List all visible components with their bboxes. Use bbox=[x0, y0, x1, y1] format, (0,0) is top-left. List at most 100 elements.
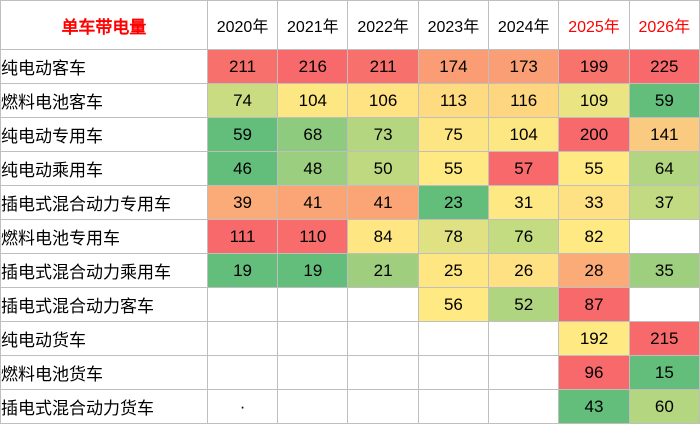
row-label: 纯电动货车 bbox=[0, 321, 208, 356]
value-cell bbox=[628, 219, 700, 254]
value-cell: 74 bbox=[206, 83, 279, 118]
row-label: 纯电动客车 bbox=[0, 49, 208, 84]
value-cell: 192 bbox=[558, 321, 630, 356]
value-cell: 110 bbox=[277, 219, 349, 254]
value-cell: 113 bbox=[417, 83, 490, 118]
corner-label: 单车带电量 bbox=[0, 0, 208, 50]
value-cell: 19 bbox=[206, 253, 279, 288]
value-cell bbox=[417, 321, 490, 356]
value-cell: 55 bbox=[558, 151, 630, 186]
value-cell: 68 bbox=[277, 117, 349, 152]
value-cell bbox=[488, 389, 560, 424]
value-cell bbox=[347, 287, 419, 322]
value-cell: 15 bbox=[628, 355, 700, 390]
value-cell: 111 bbox=[206, 219, 279, 254]
value-cell: 23 bbox=[417, 185, 490, 220]
value-cell: 59 bbox=[628, 83, 700, 118]
value-cell: 200 bbox=[558, 117, 630, 152]
value-cell: 35 bbox=[628, 253, 700, 288]
year-header-forecast: 2026年 bbox=[628, 0, 700, 50]
table-row: 燃料电池货车 96 15 bbox=[0, 355, 700, 390]
value-cell: 57 bbox=[488, 151, 560, 186]
value-cell: 78 bbox=[417, 219, 490, 254]
value-cell: 31 bbox=[488, 185, 560, 220]
value-cell: 173 bbox=[488, 49, 560, 84]
table-body: 纯电动客车 211 216 211 174 173 199 225 燃料电池客车 74 104 106… bbox=[0, 49, 700, 424]
value-cell: 73 bbox=[347, 117, 419, 152]
table-row: 纯电动乘用车 46 48 50 55 57 55 64 bbox=[0, 151, 700, 186]
value-cell: 33 bbox=[558, 185, 630, 220]
value-cell: 46 bbox=[206, 151, 279, 186]
value-cell: 211 bbox=[347, 49, 419, 84]
value-cell: 52 bbox=[488, 287, 560, 322]
value-cell: 64 bbox=[628, 151, 700, 186]
value-cell: 76 bbox=[488, 219, 560, 254]
value-cell bbox=[206, 287, 279, 322]
value-cell: 199 bbox=[558, 49, 630, 84]
value-cell: 60 bbox=[628, 389, 700, 424]
table-row: 插电式混合动力专用车 39 41 41 23 31 33 37 bbox=[0, 185, 700, 220]
row-label: 插电式混合动力乘用车 bbox=[0, 253, 208, 288]
value-cell: 56 bbox=[417, 287, 490, 322]
header-row: 单车带电量 2020年 2021年 2022年 2023年 2024年 2025… bbox=[0, 0, 700, 50]
row-label: 插电式混合动力专用车 bbox=[0, 185, 208, 220]
value-cell bbox=[488, 355, 560, 390]
value-cell: 109 bbox=[558, 83, 630, 118]
value-cell: 19 bbox=[277, 253, 349, 288]
value-cell: 104 bbox=[277, 83, 349, 118]
row-label: 燃料电池客车 bbox=[0, 83, 208, 118]
value-cell: 106 bbox=[347, 83, 419, 118]
year-header: 2020年 bbox=[206, 0, 279, 50]
value-cell: 28 bbox=[558, 253, 630, 288]
value-cell: 25 bbox=[417, 253, 490, 288]
row-label: 插电式混合动力客车 bbox=[0, 287, 208, 322]
value-cell: 50 bbox=[347, 151, 419, 186]
value-cell: 26 bbox=[488, 253, 560, 288]
table-row: 插电式混合动力货车 · 43 60 bbox=[0, 389, 700, 424]
value-cell: 174 bbox=[417, 49, 490, 84]
value-cell: 37 bbox=[628, 185, 700, 220]
row-label: 纯电动专用车 bbox=[0, 117, 208, 152]
year-header: 2023年 bbox=[417, 0, 490, 50]
table-row: 纯电动专用车 59 68 73 75 104 200 141 bbox=[0, 117, 700, 152]
value-cell bbox=[417, 355, 490, 390]
table-row: 插电式混合动力客车 56 52 87 bbox=[0, 287, 700, 322]
table-row: 燃料电池专用车 111 110 84 78 76 82 bbox=[0, 219, 700, 254]
value-cell: 116 bbox=[488, 83, 560, 118]
value-cell: 59 bbox=[206, 117, 279, 152]
value-cell: 75 bbox=[417, 117, 490, 152]
value-cell: 216 bbox=[277, 49, 349, 84]
year-header: 2022年 bbox=[347, 0, 419, 50]
value-cell bbox=[277, 355, 349, 390]
value-cell: 84 bbox=[347, 219, 419, 254]
value-cell: 225 bbox=[628, 49, 700, 84]
value-cell: · bbox=[206, 389, 279, 424]
value-cell: 211 bbox=[206, 49, 279, 84]
value-cell: 104 bbox=[488, 117, 560, 152]
row-label: 纯电动乘用车 bbox=[0, 151, 208, 186]
value-cell bbox=[347, 355, 419, 390]
value-cell: 39 bbox=[206, 185, 279, 220]
table-row: 燃料电池客车 74 104 106 113 116 109 59 bbox=[0, 83, 700, 118]
year-header: 2024年 bbox=[488, 0, 560, 50]
value-cell bbox=[347, 321, 419, 356]
value-cell bbox=[206, 321, 279, 356]
value-cell: 82 bbox=[558, 219, 630, 254]
value-cell bbox=[488, 321, 560, 356]
value-cell bbox=[277, 321, 349, 356]
row-label: 燃料电池专用车 bbox=[0, 219, 208, 254]
year-header-forecast: 2025年 bbox=[558, 0, 630, 50]
value-cell bbox=[277, 389, 349, 424]
value-cell: 41 bbox=[277, 185, 349, 220]
table-row: 插电式混合动力乘用车 19 19 21 25 26 28 35 bbox=[0, 253, 700, 288]
value-cell bbox=[417, 389, 490, 424]
row-label: 插电式混合动力货车 bbox=[0, 389, 208, 424]
value-cell: 21 bbox=[347, 253, 419, 288]
table-row: 纯电动客车 211 216 211 174 173 199 225 bbox=[0, 49, 700, 84]
value-cell: 43 bbox=[558, 389, 630, 424]
row-label: 燃料电池货车 bbox=[0, 355, 208, 390]
value-cell: 87 bbox=[558, 287, 630, 322]
value-cell: 48 bbox=[277, 151, 349, 186]
value-cell bbox=[347, 389, 419, 424]
